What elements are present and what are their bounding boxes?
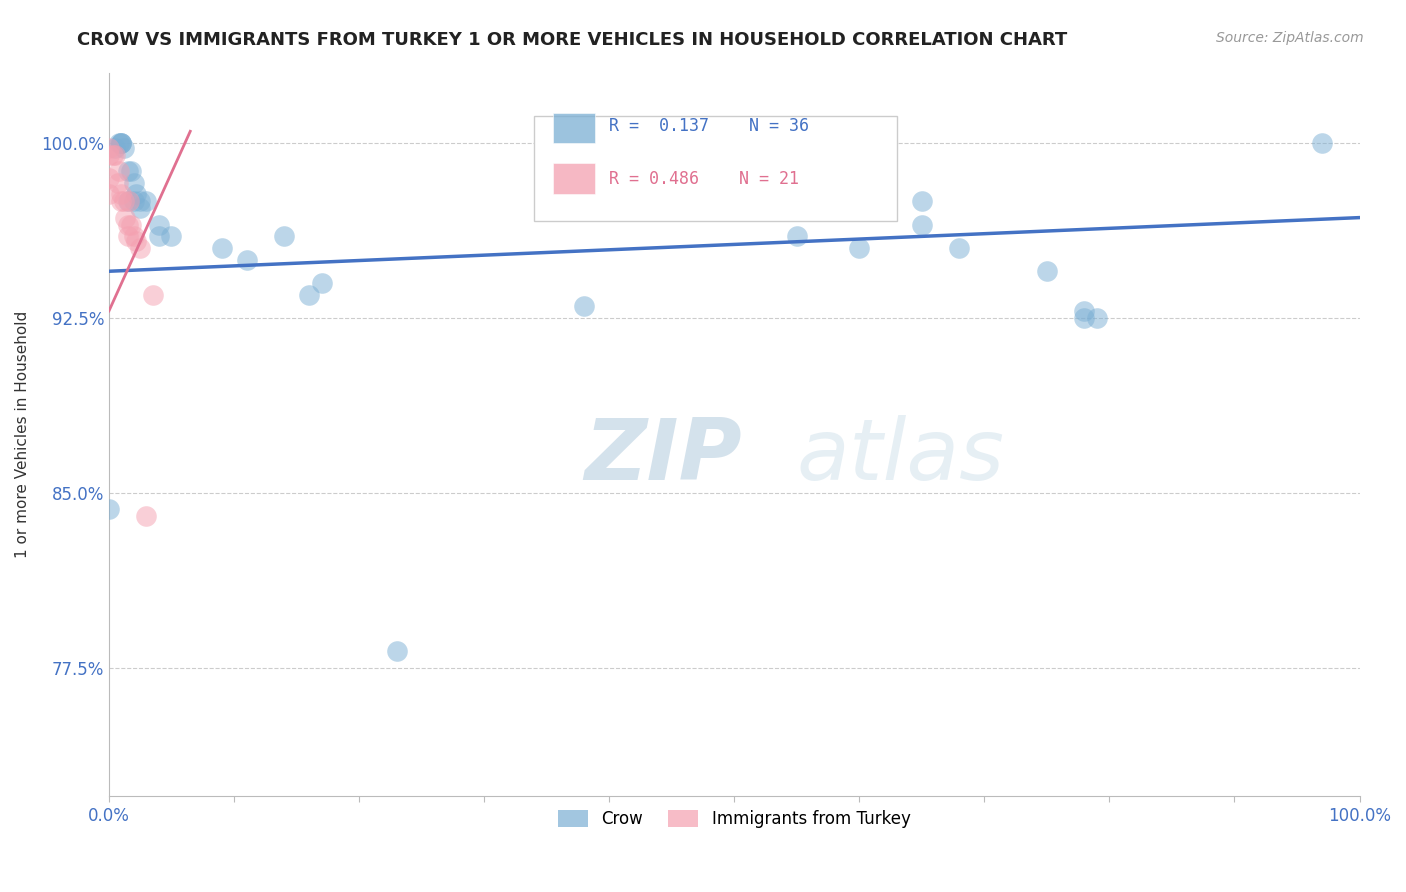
Point — [311, 276, 333, 290]
Point — [1073, 310, 1095, 325]
Point — [110, 136, 132, 150]
Point — [572, 299, 595, 313]
Point — [118, 194, 141, 209]
Point — [98, 170, 121, 185]
Point — [211, 241, 233, 255]
Point — [108, 136, 131, 150]
Point — [98, 140, 121, 154]
Text: R = 0.486    N = 21: R = 0.486 N = 21 — [609, 169, 799, 187]
Point — [110, 194, 132, 209]
Point — [112, 140, 135, 154]
Point — [125, 234, 148, 248]
Point — [117, 229, 139, 244]
Point — [108, 164, 131, 178]
Point — [117, 218, 139, 232]
Text: atlas: atlas — [797, 415, 1005, 498]
Point — [129, 194, 152, 209]
Point — [1073, 304, 1095, 318]
Point — [235, 252, 257, 267]
Point — [848, 241, 870, 255]
Point — [1036, 264, 1059, 278]
Y-axis label: 1 or more Vehicles in Household: 1 or more Vehicles in Household — [15, 311, 30, 558]
Point — [129, 241, 152, 255]
Point — [98, 502, 121, 516]
Text: ZIP: ZIP — [583, 415, 742, 498]
Point — [911, 194, 934, 209]
Point — [160, 229, 183, 244]
Point — [122, 194, 145, 209]
Text: CROW VS IMMIGRANTS FROM TURKEY 1 OR MORE VEHICLES IN HOUSEHOLD CORRELATION CHART: CROW VS IMMIGRANTS FROM TURKEY 1 OR MORE… — [77, 31, 1067, 49]
Point — [911, 218, 934, 232]
Point — [110, 136, 132, 150]
Point — [117, 194, 139, 209]
Point — [110, 187, 132, 202]
Text: R =  0.137    N = 36: R = 0.137 N = 36 — [609, 118, 810, 136]
Point — [101, 147, 124, 161]
FancyBboxPatch shape — [534, 116, 897, 221]
FancyBboxPatch shape — [553, 112, 595, 143]
Point — [107, 176, 129, 190]
Point — [1310, 136, 1333, 150]
Point — [148, 218, 170, 232]
Point — [948, 241, 970, 255]
Point — [298, 287, 321, 301]
Point — [129, 201, 152, 215]
Point — [273, 229, 295, 244]
Point — [98, 187, 121, 202]
Text: Source: ZipAtlas.com: Source: ZipAtlas.com — [1216, 31, 1364, 45]
Point — [122, 229, 145, 244]
Point — [125, 187, 148, 202]
Point — [385, 644, 408, 658]
Point — [104, 140, 127, 154]
Point — [114, 211, 136, 225]
Point — [104, 147, 127, 161]
Point — [135, 509, 157, 524]
Point — [786, 229, 808, 244]
Point — [122, 176, 145, 190]
FancyBboxPatch shape — [553, 163, 595, 194]
Point — [98, 147, 121, 161]
Legend: Crow, Immigrants from Turkey: Crow, Immigrants from Turkey — [551, 804, 917, 835]
Point — [110, 136, 132, 150]
Point — [142, 287, 165, 301]
Point — [1085, 310, 1108, 325]
Point — [135, 194, 157, 209]
Point — [117, 164, 139, 178]
Point — [121, 164, 143, 178]
Point — [112, 194, 135, 209]
Point — [121, 218, 143, 232]
Point — [148, 229, 170, 244]
